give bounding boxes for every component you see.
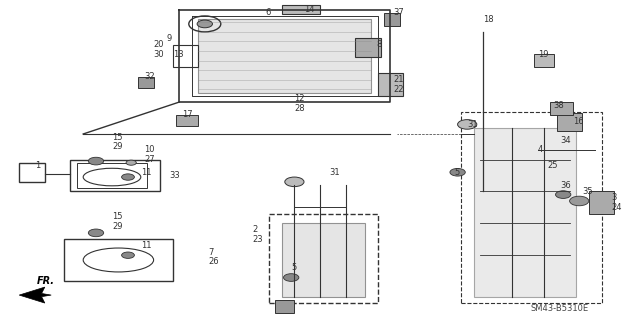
- Text: 15: 15: [112, 212, 122, 221]
- Bar: [534, 54, 554, 67]
- Text: 29: 29: [112, 142, 122, 151]
- Text: 25: 25: [547, 161, 557, 170]
- Text: 34: 34: [560, 136, 571, 145]
- Text: 11: 11: [141, 241, 151, 250]
- Bar: [461, 112, 602, 303]
- Bar: [282, 5, 320, 14]
- Text: 28: 28: [294, 104, 305, 113]
- Bar: [269, 214, 378, 303]
- Text: 35: 35: [582, 187, 593, 196]
- Text: 14: 14: [304, 5, 314, 14]
- Bar: [138, 77, 154, 88]
- Text: 22: 22: [394, 85, 404, 94]
- Text: 13: 13: [173, 50, 184, 59]
- Text: 3: 3: [611, 193, 616, 202]
- Text: 12: 12: [294, 94, 305, 103]
- Circle shape: [285, 177, 304, 187]
- Circle shape: [88, 229, 104, 237]
- Text: 5: 5: [454, 168, 460, 177]
- Circle shape: [556, 191, 571, 198]
- Text: 19: 19: [538, 50, 548, 59]
- Text: 33: 33: [170, 171, 180, 180]
- Polygon shape: [198, 19, 371, 93]
- Text: 4: 4: [538, 145, 543, 154]
- Circle shape: [126, 160, 136, 165]
- Circle shape: [284, 274, 299, 281]
- Text: 2: 2: [253, 225, 258, 234]
- Circle shape: [122, 252, 134, 258]
- Text: 17: 17: [182, 110, 193, 119]
- Text: 9: 9: [166, 34, 172, 43]
- Bar: [64, 239, 173, 281]
- Bar: [384, 13, 400, 26]
- Circle shape: [88, 157, 104, 165]
- Bar: [589, 191, 614, 214]
- Text: 26: 26: [208, 257, 219, 266]
- Text: 24: 24: [611, 203, 621, 212]
- Text: 11: 11: [141, 168, 151, 177]
- Polygon shape: [282, 223, 365, 297]
- Text: 23: 23: [253, 235, 264, 244]
- Circle shape: [197, 20, 212, 28]
- Text: 16: 16: [573, 117, 584, 126]
- Text: 27: 27: [144, 155, 155, 164]
- Text: 6: 6: [266, 8, 271, 17]
- Bar: [19, 163, 45, 182]
- Circle shape: [458, 120, 477, 129]
- Bar: [176, 115, 198, 126]
- Bar: [378, 73, 403, 96]
- Text: 31: 31: [330, 168, 340, 177]
- Text: 21: 21: [394, 75, 404, 84]
- Text: 10: 10: [144, 145, 154, 154]
- Polygon shape: [19, 287, 51, 303]
- Text: 31: 31: [467, 120, 478, 129]
- Text: 15: 15: [112, 133, 122, 142]
- Bar: [557, 113, 582, 131]
- Text: 1: 1: [35, 161, 40, 170]
- Text: 29: 29: [112, 222, 122, 231]
- Bar: [77, 163, 147, 188]
- Circle shape: [122, 174, 134, 180]
- Text: FR.: FR.: [37, 277, 55, 286]
- Bar: [70, 160, 160, 191]
- Text: 8: 8: [376, 40, 381, 49]
- Bar: [355, 38, 381, 57]
- Bar: [275, 300, 294, 313]
- Text: 32: 32: [144, 72, 155, 81]
- Text: 38: 38: [554, 101, 564, 110]
- Text: 37: 37: [394, 8, 404, 17]
- Text: 5: 5: [291, 263, 296, 272]
- Text: 36: 36: [560, 181, 571, 189]
- Text: 20: 20: [154, 40, 164, 49]
- Circle shape: [570, 196, 589, 206]
- Polygon shape: [474, 128, 576, 297]
- Text: 30: 30: [154, 50, 164, 59]
- Bar: [550, 102, 573, 115]
- Text: SM43-B5310E: SM43-B5310E: [531, 304, 589, 313]
- Circle shape: [450, 168, 465, 176]
- Bar: [173, 45, 198, 67]
- Text: 18: 18: [483, 15, 494, 24]
- Text: 7: 7: [208, 248, 213, 256]
